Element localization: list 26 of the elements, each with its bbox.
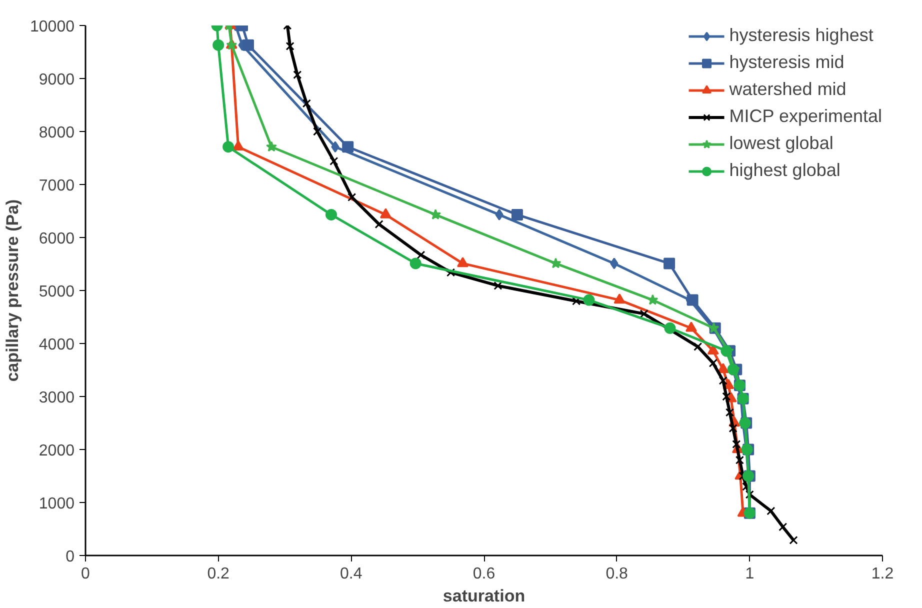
legend-label: watershed mid [729,79,846,100]
y-tick-label: 5000 [38,284,75,300]
y-tick-label: 6000 [38,230,75,248]
legend-label: hysteresis mid [729,52,844,73]
y-tick-label: 4000 [38,336,75,354]
y-tick-label: 2000 [38,442,75,460]
x-tick-label: 1.2 [871,566,894,582]
y-tick-label: 8000 [38,124,75,142]
y-tick-label: 0 [66,548,75,566]
legend-label: highest global [729,160,840,181]
y-tick-label: 9000 [38,72,75,88]
x-tick-label: 0.2 [207,566,230,582]
x-tick-label: 0 [81,566,90,582]
legend-label: lowest global [729,133,834,154]
x-tick-label: 0.4 [340,566,362,582]
x-axis-title: saturation [442,586,526,606]
x-tick-label: 0.6 [472,566,496,582]
x-tick-label: 1 [745,566,754,582]
y-tick-label: 10000 [30,18,75,36]
legend-label: hysteresis highest [729,25,874,46]
legend-label: MICP experimental [729,106,882,127]
y-tick-label: 1000 [38,496,75,512]
x-tick-label: 0.8 [606,566,628,582]
y-tick-label: 3000 [38,390,75,406]
y-axis-title: capillary pressure (Pa) [3,199,22,382]
y-tick-label: 7000 [38,178,75,194]
